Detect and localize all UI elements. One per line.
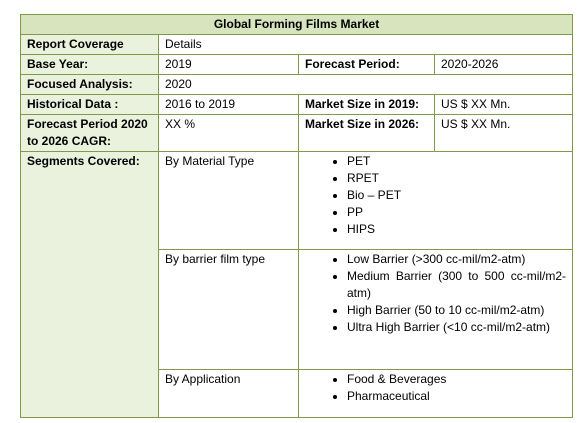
segment-item: Medium Barrier (300 to 500 cc-mil/m2-atm… [347,268,566,302]
value-cell: 2020 [157,74,574,95]
segment-item: HIPS [347,221,566,238]
label-cell: Forecast Period 2020 to 2026 CAGR: [20,114,159,152]
label-cell: Base Year: [20,54,159,75]
info-row: Focused Analysis: 2020 [20,74,574,95]
info-row: Report Coverage Details [20,34,574,55]
label-cell: Market Size in 2019: [298,94,435,115]
segment-name: By barrier film type [158,249,299,370]
segment-item: RPET [347,170,566,187]
value-cell: US $ XX Mn. [433,94,574,115]
value-cell: 2020-2026 [433,54,574,75]
segment-item: PET [347,153,566,170]
item-list: PETRPETBio – PETPPHIPS [305,153,566,238]
segment-row: Segments Covered:By Material TypePETRPET… [20,151,574,418]
label-cell: Market Size in 2026: [298,114,435,152]
segment-item: Ultra High Barrier (<10 cc-mil/m2-atm) [347,319,566,336]
value-cell: Details [157,34,574,55]
value-cell: US $ XX Mn. [433,114,574,152]
segment-item: Pharmaceutical [347,388,566,405]
segment-item: Low Barrier (>300 cc-mil/m2-atm) [347,251,566,268]
value-cell: 2019 [158,54,299,75]
segment-item: Bio – PET [347,187,566,204]
table-title: Global Forming Films Market [19,14,574,35]
label-cell: Historical Data : [20,94,159,115]
segment-item: High Barrier (50 to 10 cc-mil/m2-atm) [347,302,566,319]
title-row: Global Forming Films Market [19,14,574,35]
segment-name: By Material Type [158,151,299,250]
label-cell: Focused Analysis: [20,74,159,95]
info-row: Base Year: 2019 Forecast Period: 2020-2026 [20,54,574,75]
label-cell: Report Coverage [20,34,159,55]
segment-item: Food & Beverages [347,371,566,388]
segment-items: Low Barrier (>300 cc-mil/m2-atm)Medium B… [297,249,574,370]
item-list: Low Barrier (>300 cc-mil/m2-atm)Medium B… [305,251,566,336]
segment-items: Food & BeveragesPharmaceutical [297,369,574,418]
segment-name: By Application [158,369,299,418]
segment-item: PP [347,204,566,221]
segment-row: By ApplicationFood & BeveragesPharmaceut… [21,369,574,418]
value-cell: XX % [158,114,299,152]
info-row: Forecast Period 2020 to 2026 CAGR: XX % Ma… [20,114,574,152]
item-list: Food & BeveragesPharmaceutical [305,371,566,405]
info-row: Historical Data :2016 to 2019 Market Size… [20,94,574,115]
segments-label: Segments Covered: [20,151,159,418]
label-cell: Forecast Period: [298,54,435,75]
market-table: Global Forming Films Market Report Covera… [19,14,574,418]
value-cell: 2016 to 2019 [158,94,299,115]
segment-row: By barrier film typeLow Barrier (>300 cc… [21,249,574,370]
table-wrap: Global Forming Films Market Report Covera… [19,14,574,418]
segment-items: PETRPETBio – PETPPHIPS [297,151,574,250]
